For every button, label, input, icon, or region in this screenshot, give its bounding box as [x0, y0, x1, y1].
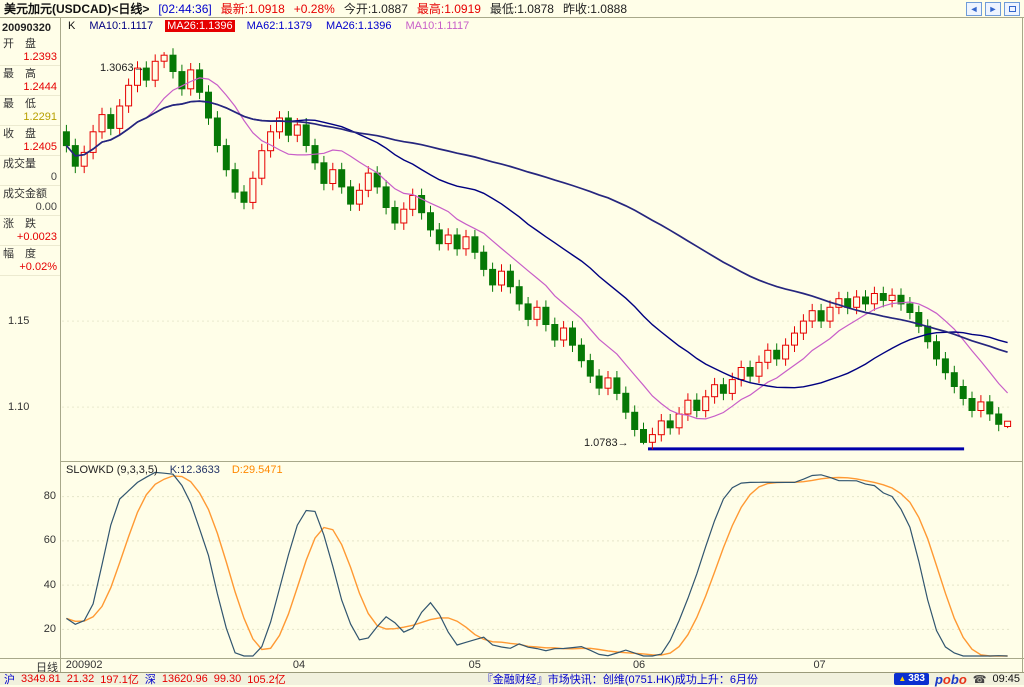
- stat-change-pct: +0.28%: [293, 1, 335, 16]
- quote-header-bar: 美元加元(USDCAD)<日线> [02:44:36] 最新:1.0918 +0…: [0, 0, 1024, 18]
- sz-index-value: 13620.96: [161, 673, 208, 685]
- news-ticker[interactable]: 『金融财经』市场快讯：创维(0751.HK)成功上升：6月份: [481, 674, 759, 686]
- sz-index-change: 99.30: [213, 673, 242, 685]
- quote-detail-sidebar: 20090320 开 盘 1.2393 最 高 1.2444 最 低 1.229…: [0, 18, 60, 276]
- series-flag: K: [68, 20, 76, 32]
- field-label: 幅 度: [3, 248, 36, 260]
- field-value: +0.02%: [19, 261, 57, 273]
- field-value: +0.0023: [16, 231, 57, 243]
- legend-ma26-a: MA26:1.1396: [165, 20, 235, 32]
- legend-ma10-b: MA10:1.1117: [405, 20, 470, 32]
- stat-high: 最高:1.0919: [416, 2, 481, 16]
- instrument-title: 美元加元(USDCAD)<日线>: [4, 2, 150, 16]
- price-tick-115: 1.15: [8, 315, 30, 327]
- sz-index-volume: 105.2亿: [247, 674, 286, 686]
- brand-letter: b: [950, 671, 959, 687]
- field-label: 成交金额: [3, 188, 47, 200]
- field-close: 收 盘 1.2405: [0, 126, 60, 156]
- stat-prev-close: 昨收:1.0888: [562, 2, 628, 16]
- x-axis-tick-07: 07: [813, 659, 826, 671]
- field-value: 1.2291: [23, 111, 57, 123]
- kd-tick-40: 40: [43, 579, 56, 591]
- field-change-pct: 幅 度 +0.02%: [0, 246, 60, 276]
- field-value: 1.2444: [23, 81, 57, 93]
- field-label: 成交量: [3, 158, 36, 170]
- sh-index-value: 3349.81: [21, 673, 61, 685]
- period-label: 日线: [36, 662, 58, 674]
- stat-open: 今开:1.0887: [343, 2, 408, 16]
- field-low: 最 低 1.2291: [0, 96, 60, 126]
- kd-tick-80: 80: [43, 490, 56, 502]
- cursor-date: 20090320: [2, 22, 51, 34]
- brand-letter: o: [942, 671, 951, 687]
- field-open: 开 盘 1.2393: [0, 36, 60, 66]
- up-triangle-icon: ▲: [898, 674, 907, 683]
- field-label: 收 盘: [3, 128, 36, 140]
- window-next-icon[interactable]: ►: [985, 1, 1001, 16]
- field-label: 开 盘: [3, 38, 36, 50]
- field-volume: 成交量 0: [0, 156, 60, 186]
- field-value: 0: [50, 171, 57, 183]
- x-axis-tick-06: 06: [632, 659, 646, 671]
- alert-counter[interactable]: ▲ 383: [894, 673, 929, 685]
- field-label: 最 高: [3, 68, 36, 80]
- status-bar: 沪 3349.81 21.32 197.1亿 深 13620.96 99.30 …: [0, 672, 1024, 686]
- field-turnover: 成交金额 0.00: [0, 186, 60, 216]
- kd-tick-60: 60: [43, 534, 56, 546]
- sz-market-label: 深: [144, 674, 156, 686]
- field-label: 最 低: [3, 98, 36, 110]
- kd-tick-20: 20: [43, 623, 56, 635]
- kd-k-value: K:12.3633: [169, 464, 220, 476]
- field-value: 1.2405: [23, 141, 57, 153]
- legend-ma10-a: MA10:1.1117: [89, 20, 154, 32]
- field-label: 涨 跌: [3, 218, 36, 230]
- stat-low: 最低:1.0878: [489, 2, 554, 16]
- sh-index-change: 21.32: [66, 673, 95, 685]
- kd-d-value: D:29.5471: [231, 464, 283, 476]
- field-change: 涨 跌 +0.0023: [0, 216, 60, 246]
- brand-letter: o: [958, 671, 967, 687]
- price-tick-110: 1.10: [8, 401, 30, 413]
- phone-icon[interactable]: ☎: [972, 673, 987, 686]
- legend-ma62: MA62:1.1379: [246, 20, 313, 32]
- stat-last: 最新:1.0918: [220, 2, 285, 16]
- alert-count: 383: [908, 673, 925, 684]
- field-high: 最 高 1.2444: [0, 66, 60, 96]
- window-prev-icon[interactable]: ◄: [966, 1, 982, 16]
- kd-indicator-title: SLOWKD (9,3,3,5): [66, 464, 158, 476]
- x-axis-tick-200902: 200902: [65, 659, 103, 671]
- field-value: 1.2393: [23, 51, 57, 63]
- kd-legend: SLOWKD (9,3,3,5) K:12.3633 D:29.5471: [66, 464, 283, 476]
- high-price-annotation: 1.3063→: [100, 62, 145, 74]
- pobo-logo: pobo: [935, 673, 967, 686]
- x-axis-tick-05: 05: [468, 659, 481, 671]
- field-value: 0.00: [35, 201, 57, 213]
- window-controls: ◄ ►: [966, 1, 1020, 16]
- brand-letter: p: [934, 671, 943, 687]
- legend-ma26-b: MA26:1.1396: [326, 20, 392, 32]
- quote-time: [02:44:36]: [158, 1, 212, 16]
- sh-index-volume: 197.1亿: [100, 674, 139, 686]
- sh-market-label: 沪: [4, 674, 15, 686]
- low-price-annotation: 1.0783→: [584, 437, 629, 449]
- ma-legend: K MA10:1.1117 MA26:1.1396 MA62:1.1379 MA…: [66, 20, 471, 32]
- x-axis-tick-04: 04: [292, 659, 306, 671]
- status-clock: 09:45: [992, 673, 1020, 685]
- restore-glyph: [1008, 5, 1016, 12]
- window-restore-icon[interactable]: [1004, 1, 1020, 16]
- time-axis: 日线 200902 04 05 06 07: [0, 659, 1024, 674]
